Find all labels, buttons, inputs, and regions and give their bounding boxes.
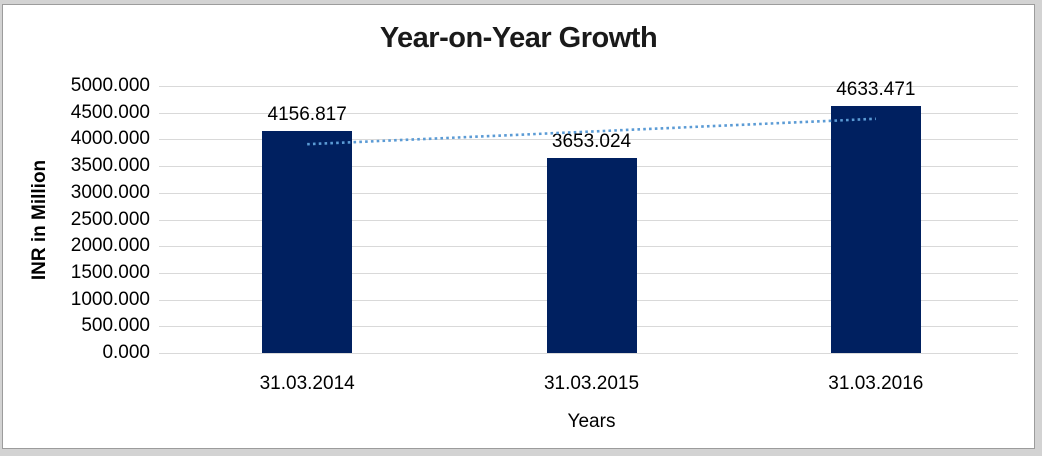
chart-frame [2, 4, 1035, 449]
